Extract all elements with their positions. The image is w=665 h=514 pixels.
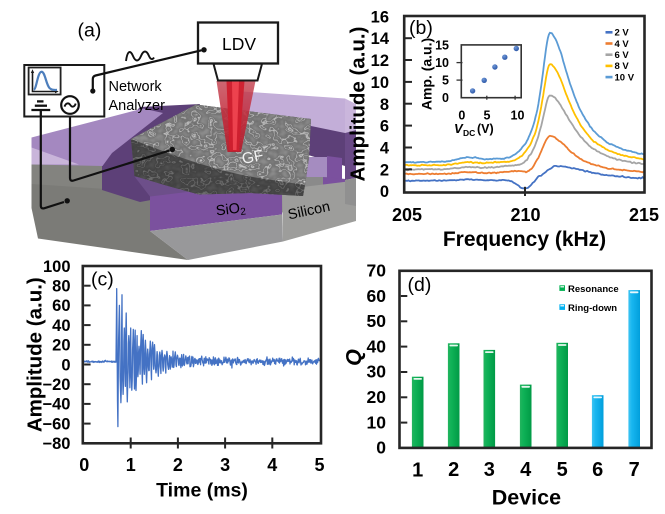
svg-text:(a): (a): [78, 20, 102, 42]
svg-text:4: 4: [520, 459, 532, 481]
svg-text:15: 15: [435, 38, 449, 52]
svg-text:(V): (V): [477, 122, 494, 136]
svg-text:210: 210: [510, 205, 540, 225]
svg-text:40: 40: [367, 336, 387, 356]
svg-text:5: 5: [314, 455, 324, 475]
svg-text:60: 60: [367, 286, 387, 306]
svg-text:10: 10: [367, 412, 387, 432]
svg-text:12: 12: [371, 52, 389, 70]
svg-text:215: 215: [629, 205, 659, 225]
svg-text:0: 0: [61, 356, 70, 374]
svg-text:4 V: 4 V: [615, 39, 630, 50]
svg-text:1: 1: [412, 460, 423, 482]
svg-text:7: 7: [629, 459, 640, 481]
svg-text:4: 4: [380, 140, 390, 158]
svg-text:3: 3: [484, 459, 495, 481]
svg-text:Analyzer: Analyzer: [109, 98, 166, 114]
svg-text:Frequency (kHz): Frequency (kHz): [443, 228, 606, 251]
svg-text:40: 40: [52, 317, 70, 335]
svg-text:0: 0: [442, 91, 449, 105]
svg-text:16: 16: [371, 8, 389, 26]
svg-text:10: 10: [511, 109, 525, 123]
svg-text:0: 0: [376, 438, 386, 458]
svg-text:0: 0: [380, 183, 389, 201]
svg-text:SiO2: SiO2: [215, 200, 247, 221]
svg-text:30: 30: [367, 362, 387, 382]
svg-text:−40: −40: [43, 396, 71, 414]
svg-text:Ring-down: Ring-down: [568, 303, 617, 314]
svg-text:2: 2: [173, 455, 183, 475]
svg-text:4: 4: [267, 455, 277, 475]
svg-text:Amp. (a.u.): Amp. (a.u.): [419, 38, 435, 110]
svg-text:Q: Q: [342, 349, 366, 366]
svg-text:Network: Network: [109, 79, 163, 95]
svg-text:10: 10: [371, 74, 389, 92]
svg-text:100: 100: [43, 258, 71, 276]
svg-text:8 V: 8 V: [615, 61, 630, 72]
svg-text:5: 5: [484, 109, 491, 123]
svg-text:(c): (c): [91, 269, 114, 291]
svg-text:8: 8: [380, 96, 389, 114]
svg-text:20: 20: [52, 337, 70, 355]
svg-text:14: 14: [371, 30, 390, 48]
svg-text:5: 5: [557, 459, 568, 481]
svg-text:V: V: [454, 121, 464, 136]
svg-text:50: 50: [367, 311, 387, 331]
svg-text:Amplitude (a.u.): Amplitude (a.u.): [347, 27, 370, 182]
svg-text:5: 5: [442, 74, 449, 88]
svg-text:Device: Device: [492, 486, 561, 510]
svg-text:Time (ms): Time (ms): [156, 480, 248, 502]
svg-text:20: 20: [367, 387, 387, 407]
svg-text:2: 2: [380, 161, 389, 179]
svg-text:60: 60: [52, 297, 70, 315]
svg-text:Amplitude (a.u.): Amplitude (a.u.): [24, 277, 47, 432]
svg-text:80: 80: [52, 278, 70, 296]
svg-text:−80: −80: [43, 435, 71, 453]
svg-text:10: 10: [435, 56, 449, 70]
svg-text:6 V: 6 V: [615, 50, 630, 61]
svg-text:1: 1: [126, 455, 136, 475]
svg-text:DC: DC: [463, 128, 475, 138]
svg-text:0: 0: [458, 109, 465, 123]
svg-text:2: 2: [448, 459, 459, 481]
svg-text:−60: −60: [43, 415, 71, 433]
svg-text:205: 205: [392, 205, 422, 225]
svg-text:70: 70: [367, 261, 387, 281]
svg-text:Resonance: Resonance: [568, 284, 619, 295]
svg-text:2 V: 2 V: [615, 28, 630, 39]
svg-text:(b): (b): [409, 17, 433, 39]
svg-text:6: 6: [592, 459, 603, 481]
svg-text:6: 6: [380, 118, 389, 136]
svg-text:0: 0: [79, 455, 89, 475]
svg-text:(d): (d): [408, 274, 432, 296]
svg-text:GF: GF: [241, 147, 265, 168]
svg-text:3: 3: [220, 455, 230, 475]
svg-text:LDV: LDV: [222, 34, 256, 54]
svg-text:−20: −20: [43, 376, 71, 394]
svg-text:10 V: 10 V: [615, 72, 635, 83]
